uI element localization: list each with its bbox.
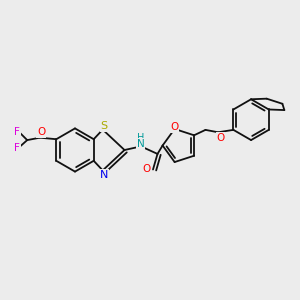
Text: S: S: [100, 121, 108, 131]
Text: O: O: [170, 122, 178, 133]
Text: F: F: [14, 127, 20, 137]
Text: O: O: [216, 133, 225, 143]
Text: H: H: [137, 133, 144, 143]
Text: O: O: [143, 164, 151, 175]
Text: N: N: [100, 170, 108, 180]
Text: N: N: [136, 139, 144, 149]
Text: O: O: [37, 127, 45, 137]
Text: F: F: [14, 142, 20, 153]
